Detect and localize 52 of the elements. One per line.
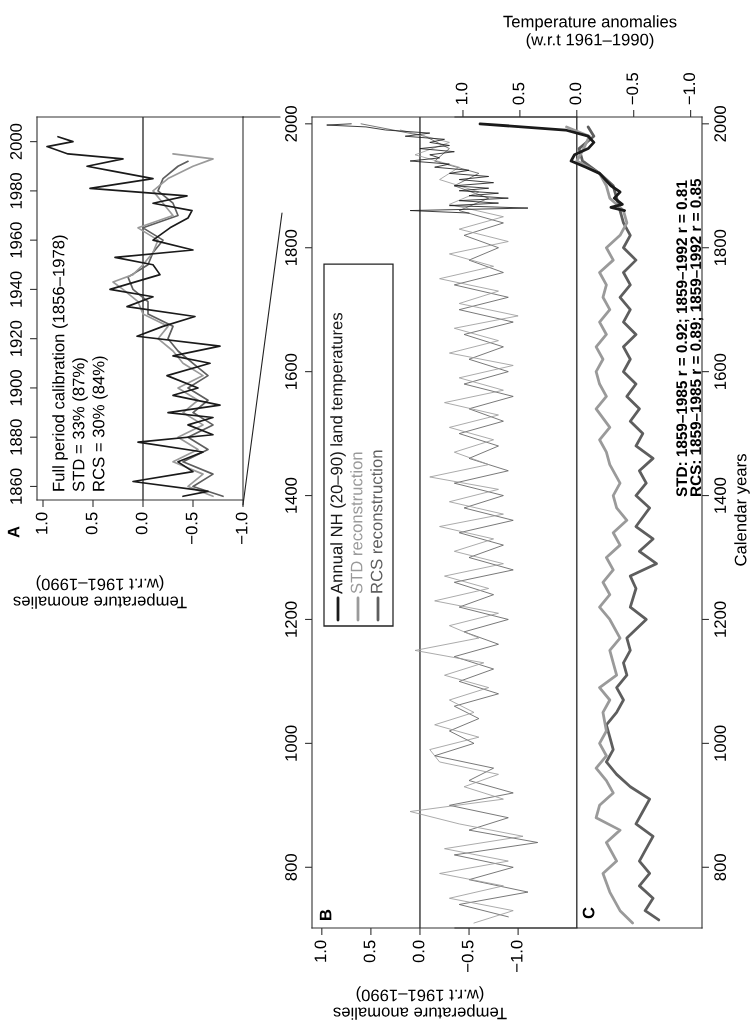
x-tick-label: 1.0 [35, 512, 48, 534]
x-tick-label: −1.0 [683, 72, 696, 105]
y-tick-label: 1900 [10, 370, 22, 406]
y-tick-label: 800 [714, 854, 727, 881]
y-tick-label: 1880 [10, 419, 22, 455]
x-tick-label: −0.5 [626, 72, 639, 105]
text: C [582, 907, 595, 919]
text: Annual NH (20–90) land temperatures [330, 312, 346, 594]
y-tick-label: 1200 [285, 601, 297, 637]
y-tick-label: 1920 [10, 320, 22, 356]
text: RCS reconstruction [370, 450, 383, 593]
y-tick-label: 1980 [10, 173, 22, 209]
x-tick-label: 0.5 [512, 82, 525, 105]
annotation: STD: 1859–1985 r = 0.92; 1859–1992 r = 0.81 [676, 180, 690, 497]
x-tick-label: −1.0 [235, 512, 248, 544]
x-axis-title: Temperature anomalies (w.r.t 1961–1990) [503, 15, 677, 49]
annotation: STD = 33% (87%) [72, 358, 88, 492]
x-tick-label: −0.5 [461, 940, 474, 972]
x-tick-label: 0.0 [135, 512, 148, 535]
x-tick-label: 0.0 [412, 940, 425, 963]
text: A [7, 526, 20, 538]
y-tick-label: 1960 [10, 222, 22, 258]
y-tick-label: 1860 [10, 468, 22, 504]
text: B [319, 909, 332, 920]
y-tick-label: 1400 [714, 477, 727, 513]
x-axis-title: Temperature anomalies (w.r.t 1961–1990) [13, 575, 187, 609]
y-tick-label: 1400 [285, 477, 297, 513]
y-tick-label: 800 [285, 854, 297, 881]
x-axis-title: Temperature anomalies (w.r.t 1961–1990) [333, 986, 507, 1020]
annotation: RCS = 30% (84%) [92, 356, 108, 491]
x-tick-label: −0.5 [185, 512, 198, 544]
x-tick-label: 0.5 [85, 512, 98, 535]
y-tick-label: 2000 [285, 105, 297, 142]
y-tick-label: 1200 [714, 601, 727, 637]
x-tick-label: 0.0 [569, 82, 582, 105]
y-tick-label: 2000 [714, 105, 727, 142]
y-tick-label: 1940 [10, 271, 22, 307]
annotation: Full period calibration (1856–1978) [52, 235, 68, 491]
text: STD reconstruction [350, 452, 363, 594]
x-tick-label: 1.0 [314, 940, 327, 962]
y-tick-label: 1800 [714, 229, 727, 265]
y-tick-label: 2000 [10, 123, 22, 160]
y-axis-title: Calendar years [734, 454, 750, 566]
y-tick-label: 1800 [285, 229, 297, 265]
x-tick-label: 0.5 [363, 940, 376, 963]
x-tick-label: −1.0 [510, 940, 523, 972]
y-tick-label: 1000 [285, 725, 297, 761]
annotation: RCS: 1859–1985 r = 0.89; 1859–1992 r = 0.85 [690, 178, 704, 496]
y-tick-label: 1600 [285, 353, 297, 389]
y-tick-label: 1600 [714, 353, 727, 389]
y-tick-label: 1000 [714, 725, 727, 761]
x-tick-label: 1.0 [455, 82, 468, 104]
